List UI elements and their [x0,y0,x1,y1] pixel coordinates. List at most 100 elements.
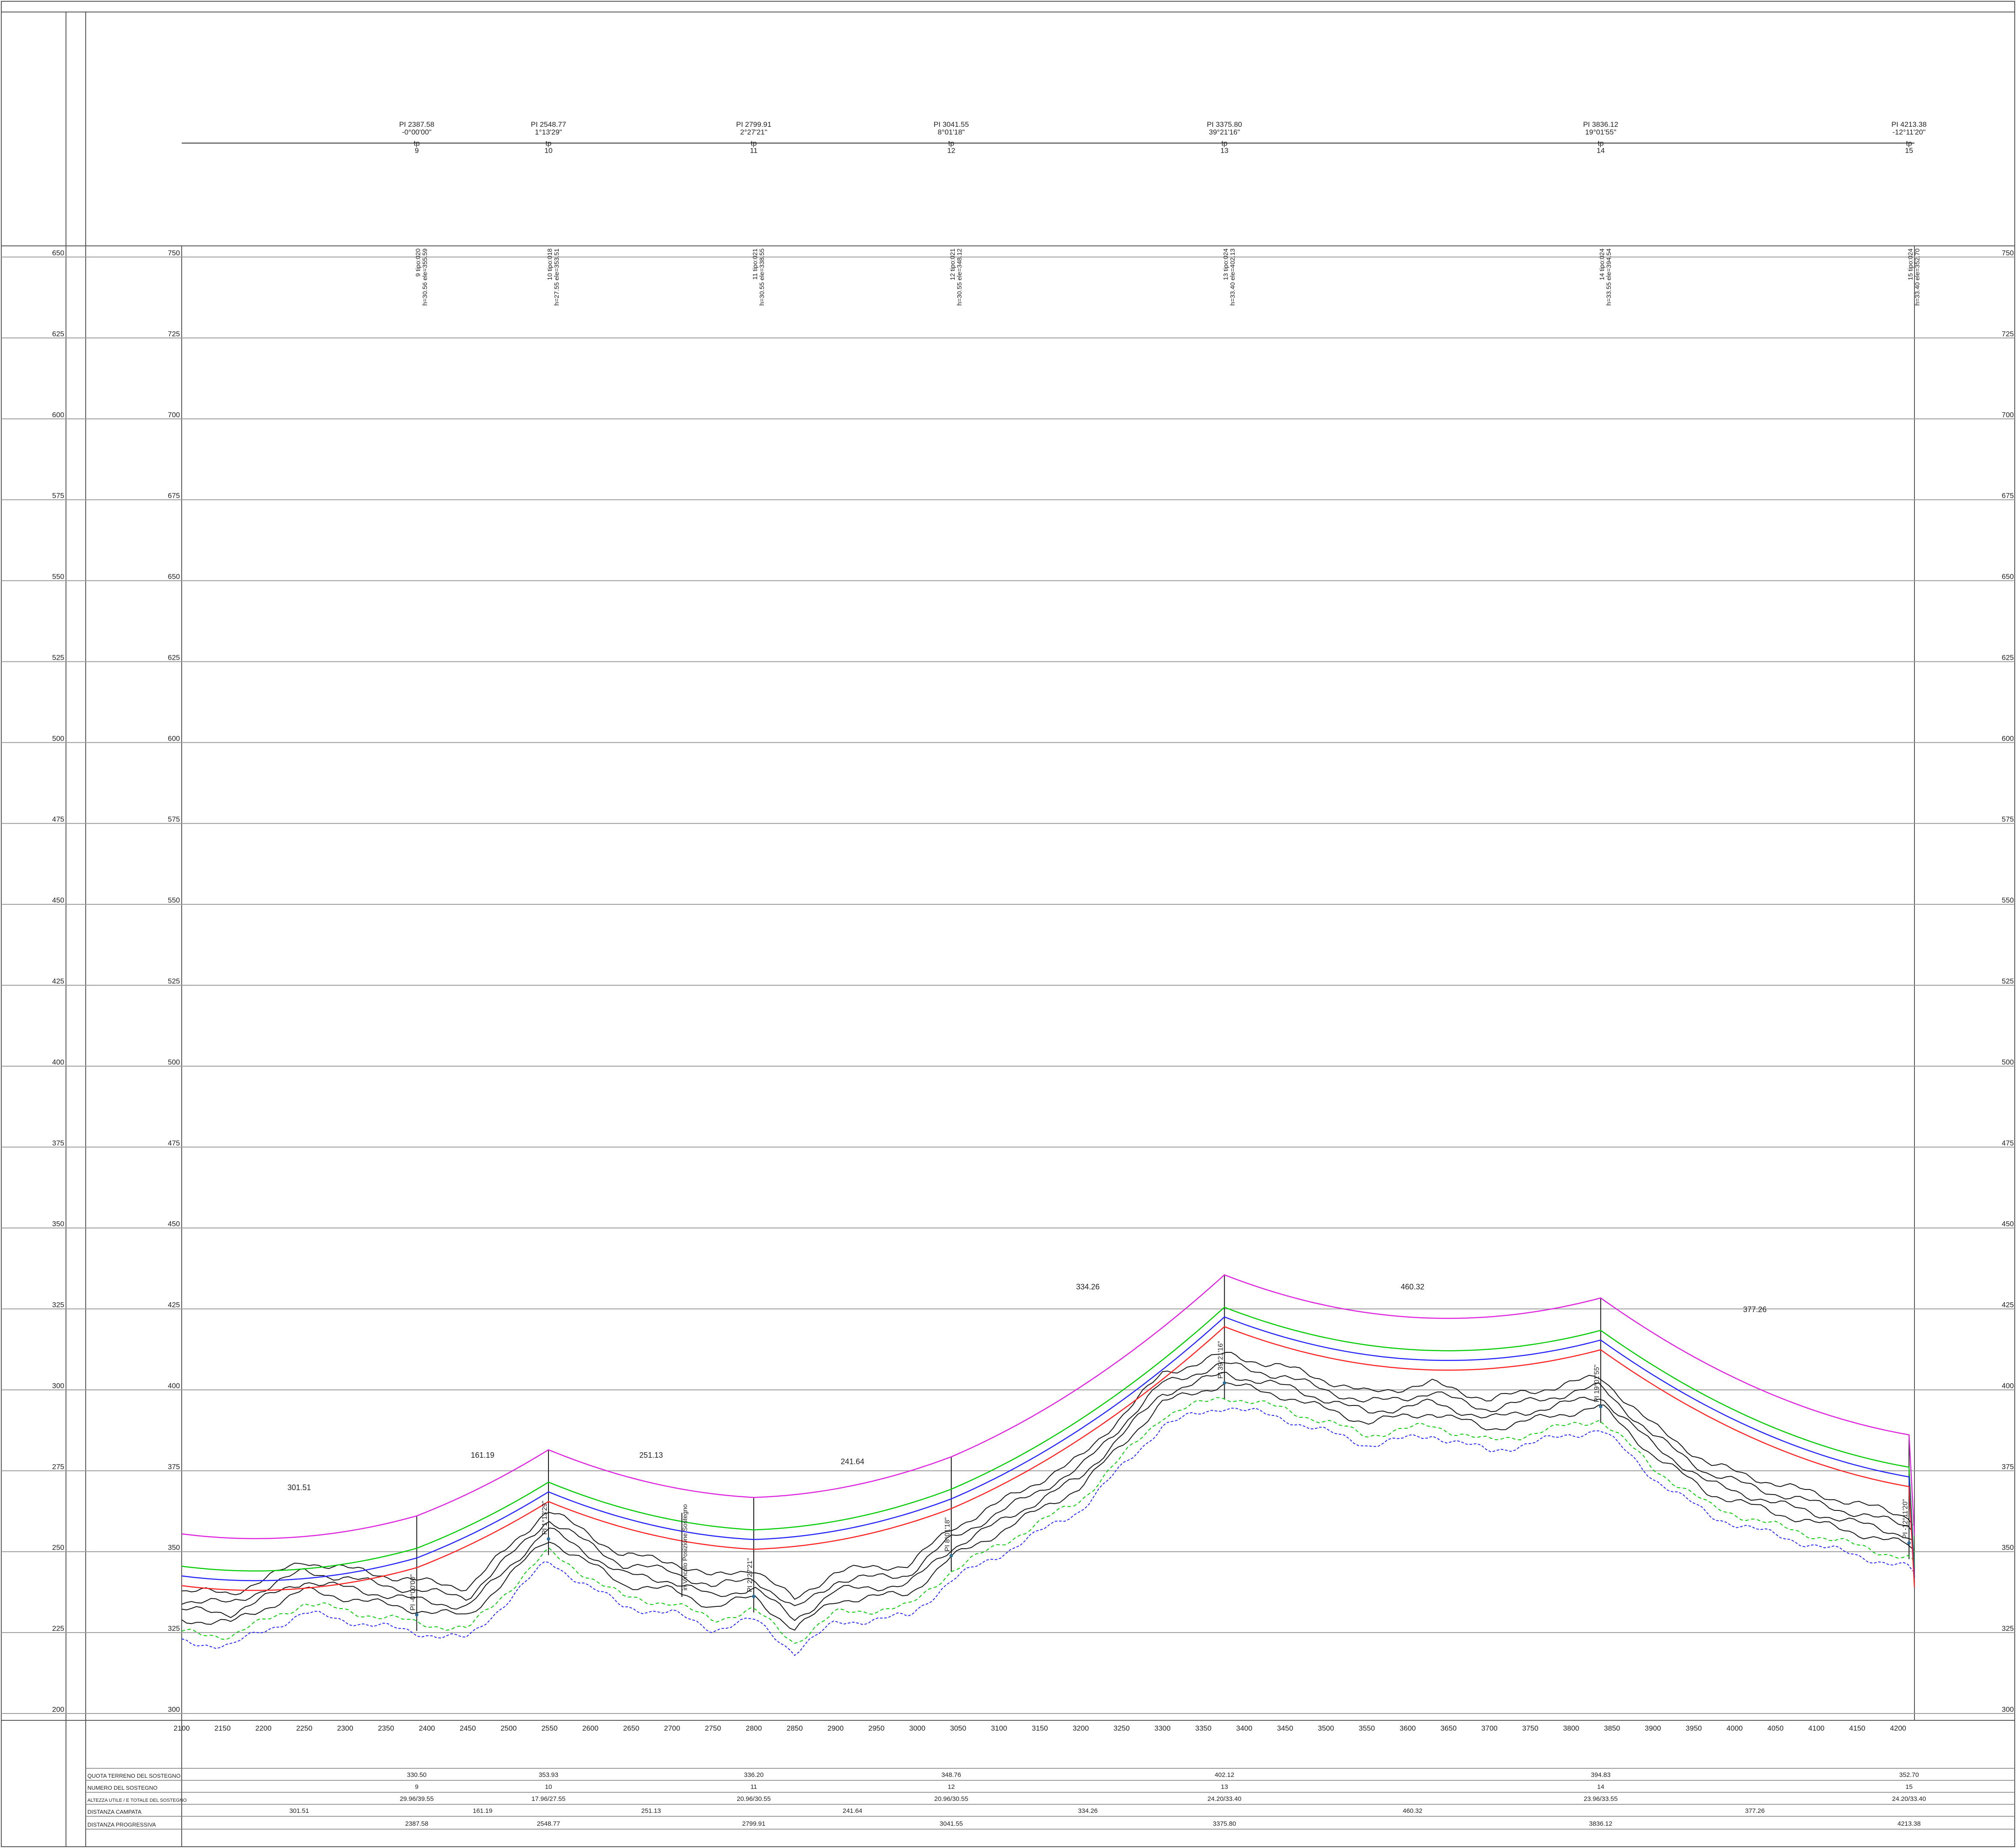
y-tick-label-outer: 625 [52,330,64,338]
x-tick-label: 2700 [664,1724,680,1732]
tower-base-marker [1907,1541,1911,1545]
tower-spec-label: 9 tipo:020 [415,248,422,277]
elevation-grid [1,257,2015,1714]
y-tick-label-right: 650 [2002,573,2014,581]
x-tick-label: 2750 [705,1724,721,1732]
x-tick-label: 3650 [1441,1724,1457,1732]
table-cell: 24.20/33.40 [1207,1795,1241,1803]
y-tick-label-outer: 500 [52,734,64,742]
tower-spec-label: h=30.55 ele=338.55 [758,248,766,305]
table-row-header: DISTANZA PROGRESSIVA [87,1821,156,1828]
table-row-header: ALTEZZA UTILE / E TOTALE DEL SOSTEGNO [87,1798,187,1803]
pi-station-label: PI 2387.58 [399,120,434,129]
x-tick-label: 2100 [174,1724,190,1732]
pi-marker-label: tp [1222,139,1228,147]
x-tick-label: 3550 [1359,1724,1375,1732]
table-cell: 13 [1221,1783,1228,1791]
table-cell: 3836.12 [1589,1820,1612,1827]
table-cell: 394.83 [1591,1771,1611,1779]
span-labels: 301.51 161.19 251.13 241.64 334.26 460.32 377.… [288,1283,1767,1492]
constraint-annotation: in Vincolo Posizione Sostegno [681,1504,689,1591]
tower-pi-tag: PI 2°27'21" [746,1558,754,1592]
table-cell: 10 [545,1783,552,1791]
pi-station-label: PI 4213.38 [1891,120,1926,129]
y-tick-label-outer: 525 [52,653,64,661]
y-tick-label-right: 550 [2002,896,2014,904]
annotations: PI -0°00'00" PI 1°13'29" PI 2°27'21" PI 8°0… [410,1341,1911,1617]
y-tick-label-right: 475 [2002,1139,2014,1147]
pi-number-label: 11 [750,147,758,155]
x-tick-label: 2900 [827,1724,844,1732]
x-tick-label: 2250 [296,1724,312,1732]
y-tick-label-right: 300 [2002,1705,2014,1713]
x-tick-label: 4200 [1890,1724,1906,1732]
pi-marker-label: tp [948,139,954,147]
x-tick-label: 2300 [337,1724,353,1732]
x-tick-label: 3400 [1236,1724,1252,1732]
tower-spec-label: h=30.55 ele=348.12 [956,248,963,305]
y-tick-label-right: 400 [2002,1382,2014,1390]
pi-marker-label: tp [1906,139,1912,147]
y-tick-label: 450 [168,1220,180,1228]
y-tick-label: 700 [168,411,180,419]
table-cell: 3041.55 [940,1820,963,1827]
y-tick-label: 400 [168,1382,180,1390]
table-cell: 460.32 [1403,1807,1423,1815]
x-tick-label: 2450 [460,1724,476,1732]
table-cell: 348.76 [941,1771,961,1779]
pi-number-label: 15 [1905,147,1913,155]
pi-number-label: 14 [1597,147,1605,155]
y-tick-label: 725 [168,330,180,338]
x-axis-labels: 2100 2150 2200 2250 2300 2350 2400 2450 2500 2550… [174,1724,1906,1732]
pi-angle-label: 2°27'21" [740,128,767,136]
y-tick-label-right: 450 [2002,1220,2014,1228]
x-tick-label: 3050 [950,1724,966,1732]
terrain-line [181,1408,1914,1656]
y-tick-label: 550 [168,896,180,904]
y-tick-label-outer: 650 [52,249,64,257]
x-tick-label: 2200 [255,1724,272,1732]
pi-angle-label: 39°21'16" [1209,128,1240,136]
tower-base-marker [752,1594,756,1598]
table-cell: 241.64 [843,1807,863,1815]
table-cell: 2548.77 [537,1820,560,1827]
y-tick-label: 675 [168,492,180,500]
x-tick-label: 3200 [1072,1724,1089,1732]
pi-marker-label: tp [413,139,419,147]
y-tick-label-right: 500 [2002,1058,2014,1066]
terrain-line [181,1362,1913,1606]
x-tick-label: 3250 [1114,1724,1130,1732]
catenary-line [181,1307,1915,1572]
y-tick-label-outer: 425 [52,977,64,985]
pi-number-label: 9 [415,147,419,155]
x-tick-label: 3700 [1481,1724,1498,1732]
y-tick-label-right: 750 [2002,249,2014,257]
pi-station-label: PI 3836.12 [1583,120,1618,129]
x-tick-label: 2150 [214,1724,231,1732]
y-tick-label-right: 375 [2002,1462,2014,1471]
table-cell: 17.96/27.55 [531,1795,565,1803]
tower-spec-label: h=27.55 ele=353.51 [553,248,560,305]
tower-spec-label: 12 tipo:021 [949,248,956,280]
table-cell: 377.26 [1745,1807,1765,1815]
table-row-header: DISTANZA CAMPATA [87,1809,141,1815]
x-tick-label: 2400 [419,1724,435,1732]
x-tick-label: 3100 [991,1724,1007,1732]
pi-station-label: PI 2799.91 [736,120,771,129]
table-cell: 402.12 [1215,1771,1234,1779]
y-tick-label-outer: 475 [52,815,64,823]
y-tick-label: 500 [168,1058,180,1066]
tower-spec-label: 11 tipo:021 [752,248,759,280]
tower-spec-label: 15 tipo:024 [1907,248,1914,280]
table-cell: 9 [415,1783,418,1791]
y-tick-label-right: 525 [2002,977,2014,985]
table-cell: 29.96/39.55 [400,1795,434,1803]
x-tick-label: 4150 [1849,1724,1866,1732]
y-tick-label-outer: 350 [52,1220,64,1228]
pi-angle-label: -12°11'20" [1893,128,1926,136]
x-tick-label: 2850 [787,1724,803,1732]
y-tick-label-right: 725 [2002,330,2014,338]
terrain-line [181,1352,1913,1600]
x-tick-label: 3150 [1032,1724,1048,1732]
